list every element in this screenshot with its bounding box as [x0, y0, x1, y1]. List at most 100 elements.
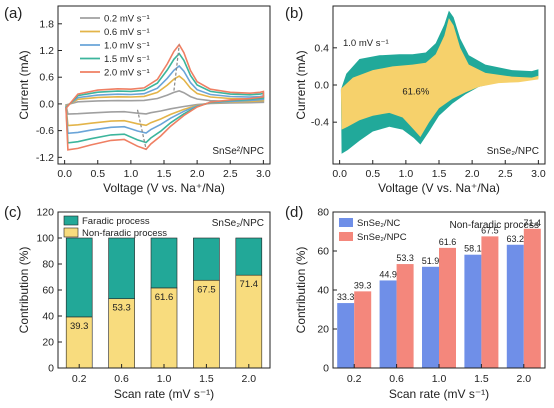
- bar-value-label: 51.9: [422, 256, 440, 266]
- panel-b-frame: [332, 5, 546, 165]
- y-tick-label: 120: [36, 207, 54, 219]
- legend-swatch: [339, 232, 353, 241]
- x-tick-label: 1.0: [157, 373, 172, 385]
- panel-label-b: (b): [285, 5, 303, 22]
- y-tick-label: 60: [317, 246, 329, 258]
- bar-faradic: [193, 237, 220, 281]
- x-tick-label: 2.5: [498, 168, 513, 180]
- panel-b: 0.0 0.5 1.0 1.5 2.0 2.5 3.0 -0.4 0.0 0.4 Voltage (…: [285, 5, 546, 195]
- bar-value-label: 61.6: [439, 237, 457, 247]
- cv-curve-4: [65, 43, 265, 151]
- y-tick-label: 0.0: [39, 98, 54, 110]
- bar-value-label: 39.3: [70, 321, 89, 332]
- x-tick-label: 1.5: [199, 373, 214, 385]
- legend-label: Faradic process: [82, 216, 150, 227]
- x-tick-label: 3.0: [531, 168, 546, 180]
- x-tick-label: 2.5: [223, 168, 238, 180]
- bar-snse2-npc: [523, 228, 541, 368]
- bar-value-label: 53.3: [112, 303, 131, 314]
- y-tick-label: 1.2: [39, 45, 54, 57]
- bar-value-label: 67.5: [197, 284, 216, 295]
- x-tick-label: 2.0: [465, 168, 480, 180]
- y-tick-label: 40: [42, 311, 54, 323]
- bar-snse2-nc: [379, 280, 397, 368]
- bar-non-faradic: [235, 274, 263, 369]
- x-axis-label: Scan rate (mV s⁻¹): [114, 387, 214, 401]
- x-axis-label: Voltage (V vs. Na⁺/Na): [103, 181, 225, 195]
- y-tick-label: -1.2: [36, 152, 54, 164]
- x-tick-label: 0.0: [57, 168, 72, 180]
- x-tick-label: 2.0: [241, 373, 256, 385]
- bar-snse2-npc: [396, 264, 414, 368]
- bar-value-label: 39.3: [354, 280, 372, 290]
- x-tick-label: 0.2: [347, 373, 362, 385]
- anodic-shift-line: [173, 44, 180, 91]
- panel-c: 39.3 0.2 53.3 0.6 61.6 1.0 67.5 1.5 71.4 2.0 0 20 40…: [4, 204, 264, 401]
- material-label: SnSe²/NPC: [212, 146, 264, 157]
- x-tick-label: 0.6: [389, 373, 404, 385]
- bar-value-label: 61.6: [155, 292, 174, 303]
- x-axis-label: Scan rate (mV s⁻¹): [389, 387, 489, 401]
- panel-label-c: (c): [4, 204, 22, 221]
- material-label: SnSe₂/NPC: [212, 218, 264, 229]
- cathodic-shift-line: [136, 109, 147, 150]
- bar-value-label: 71.4: [524, 218, 542, 228]
- y-tick-label: 20: [42, 337, 54, 349]
- bar-value-label: 67.5: [481, 225, 499, 235]
- x-tick-label: 2.0: [516, 373, 531, 385]
- bar-snse2-npc: [354, 291, 372, 368]
- legend-swatch: [63, 215, 79, 226]
- legend-label: SnSe₂/NC: [357, 218, 400, 229]
- panel-d: 33.3 39.3 0.2 44.9 53.3 0.6 51.9 61.6 1.0 58.1 67.…: [285, 204, 541, 401]
- panel-a: 0.0 0.5 1.0 1.5 2.0 2.5 3.0 -1.2 -0.6 0.0 0.6 1.2 1.…: [4, 5, 271, 195]
- x-tick-label: 0.5: [90, 168, 105, 180]
- y-axis-label: Contribution (%): [294, 247, 308, 334]
- y-tick-label: 100: [36, 233, 54, 245]
- x-tick-label: 1.5: [474, 373, 489, 385]
- bar-value-label: 63.2: [507, 234, 525, 244]
- legend-label: 0.2 mV s⁻¹: [104, 14, 150, 25]
- y-axis-label: Current (mA): [17, 50, 31, 119]
- y-tick-label: 80: [42, 259, 54, 271]
- bar-value-label: 58.1: [464, 244, 482, 254]
- y-tick-label: 0: [323, 363, 329, 375]
- legend-label: 0.6 mV s⁻¹: [104, 27, 150, 38]
- panel-d-frame: [332, 211, 546, 369]
- y-tick-label: 0.6: [39, 72, 54, 84]
- legend-label: Non-faradic process: [82, 228, 167, 239]
- x-tick-label: 1.0: [124, 168, 139, 180]
- bar-faradic: [65, 237, 93, 318]
- bar-non-faradic: [108, 298, 135, 369]
- x-tick-label: 0.0: [332, 168, 347, 180]
- legend-label: 2.0 mV s⁻¹: [104, 68, 150, 79]
- y-tick-label: 0.0: [314, 80, 329, 92]
- x-tick-label: 1.5: [432, 168, 447, 180]
- bar-faradic: [235, 237, 263, 276]
- bar-snse2-npc: [439, 247, 456, 368]
- panel-label-d: (d): [285, 204, 303, 221]
- bar-snse2-nc: [337, 303, 355, 368]
- x-tick-label: 1.5: [157, 168, 172, 180]
- bar-faradic: [108, 237, 135, 300]
- scan-rate-label: 1.0 mV s⁻¹: [343, 38, 389, 49]
- panel-c-frame: [57, 211, 271, 369]
- material-label: SnSe₂/NPC: [487, 146, 539, 157]
- y-tick-label: 20: [317, 324, 329, 336]
- x-tick-label: 2.0: [190, 168, 205, 180]
- y-tick-label: -0.4: [311, 117, 329, 129]
- x-tick-label: 0.6: [114, 373, 129, 385]
- x-tick-label: 1.0: [399, 168, 414, 180]
- x-axis-label: Voltage (V vs. Na⁺/Na): [378, 181, 500, 195]
- y-tick-label: 80: [317, 207, 329, 219]
- y-axis-label: Current (mA): [294, 50, 308, 119]
- y-tick-label: -0.6: [36, 125, 54, 137]
- bar-value-label: 71.4: [240, 279, 259, 290]
- legend-label: SnSe₂/NPC: [357, 232, 407, 243]
- capacitive-area: [340, 18, 539, 138]
- capacitive-percent-label: 61.6%: [402, 86, 429, 97]
- legend-label: 1.0 mV s⁻¹: [104, 41, 150, 52]
- bar-snse2-nc: [422, 266, 439, 368]
- legend-label: 1.5 mV s⁻¹: [104, 54, 150, 65]
- bar-non-faradic: [65, 316, 93, 369]
- x-tick-label: 1.0: [432, 373, 447, 385]
